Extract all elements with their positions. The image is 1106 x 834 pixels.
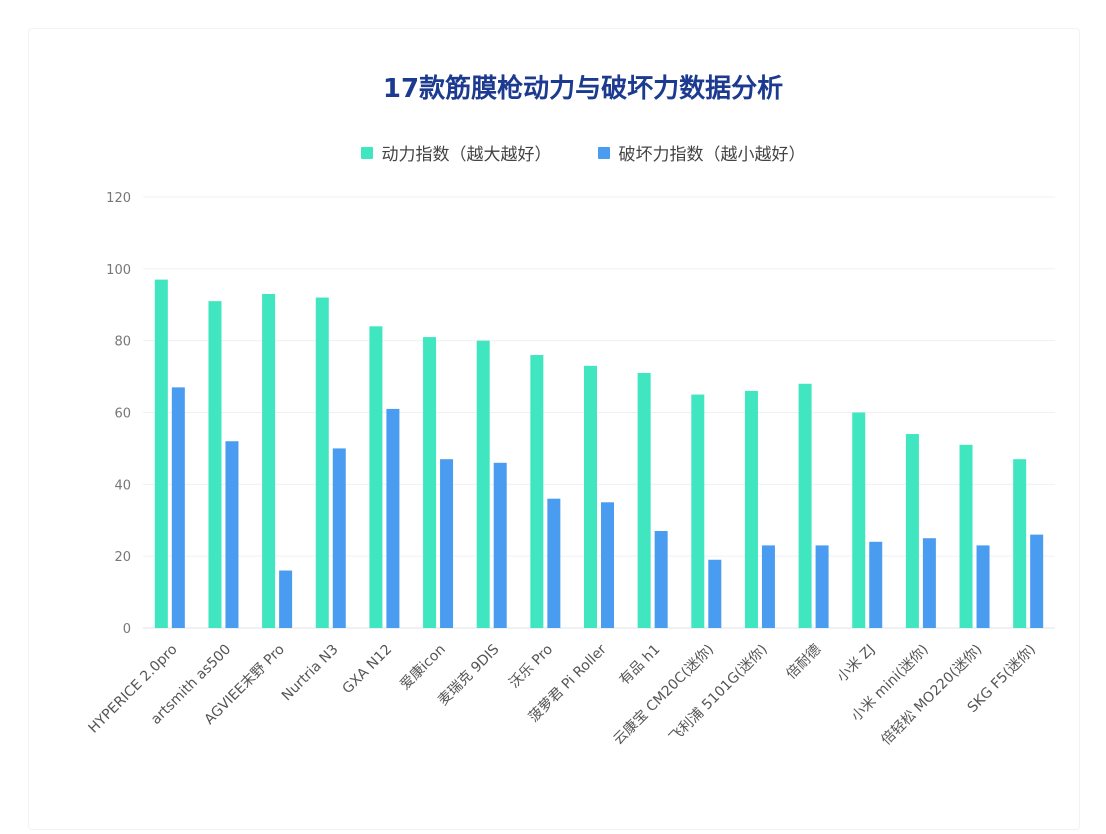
bar-power [423, 337, 437, 628]
bar-power [959, 444, 973, 628]
bar-damage [708, 559, 722, 628]
bar-damage [493, 462, 507, 628]
x-tick-label: 云康宝 CM20C(迷你) [610, 641, 717, 748]
bar-damage [332, 448, 346, 628]
legend-item-power[interactable]: 动力指数（越大越好） [360, 140, 552, 165]
x-tick-label: 爱康icon [397, 641, 449, 693]
x-tick-label: Nurtria N3 [279, 642, 342, 705]
chart-title: 17款筋膜枪动力与破坏力数据分析 [382, 74, 784, 104]
bar-damage [225, 441, 239, 628]
chart-frame [28, 28, 1080, 830]
bar-damage [601, 502, 614, 628]
y-tick-label: 60 [114, 407, 131, 422]
bar-damage [815, 545, 829, 628]
bar-power [262, 293, 276, 628]
bar-damage [654, 531, 668, 628]
bar-power [637, 372, 651, 628]
bar-damage [922, 538, 936, 628]
y-tick-label: 80 [114, 335, 131, 350]
x-tick-label: 飞利浦 5101G(迷你) [666, 642, 771, 747]
bar-power [798, 383, 812, 628]
bar-damage [761, 545, 775, 628]
bar-power [530, 355, 544, 628]
bar-power [852, 412, 866, 628]
bar-power [476, 340, 490, 628]
bar-power [369, 326, 383, 628]
bar-power [208, 301, 222, 628]
bar-damage [171, 387, 185, 628]
x-tick-label: 小米 ZJ [834, 642, 878, 686]
bar-damage [440, 459, 454, 628]
bar-damage [1030, 534, 1044, 628]
bar-power [1013, 459, 1027, 628]
legend: 动力指数（越大越好） 破坏力指数（越小越好） [0, 140, 1106, 165]
legend-label-power: 动力指数（越大越好） [381, 145, 552, 165]
x-tick-label: 有品 h1 [617, 642, 664, 689]
bar-power [154, 279, 168, 628]
x-tick-label: 倍耐德 [783, 642, 824, 683]
bar-damage [279, 570, 293, 628]
bar-damage [869, 541, 883, 628]
x-tick-label: HYPERICE 2.0pro [86, 642, 181, 737]
bar-damage [386, 408, 400, 628]
y-tick-label: 20 [114, 550, 131, 565]
bar-damage [547, 498, 561, 628]
bar-power [744, 390, 758, 628]
x-tick-label: 沃乐 Pro [506, 642, 556, 692]
legend-label-damage: 破坏力指数（越小越好） [618, 145, 806, 165]
x-tick-label: 倍轻松 MO220(迷你) [878, 642, 985, 749]
y-tick-label: 40 [114, 478, 131, 493]
legend-swatch-damage [597, 146, 610, 159]
x-tick-label: GXA N12 [340, 642, 396, 698]
legend-swatch-power [360, 146, 373, 159]
bar-power [584, 365, 597, 628]
bar-power [315, 297, 329, 628]
bar-power [691, 394, 705, 628]
bar-power [905, 434, 919, 628]
y-tick-label: 0 [123, 622, 131, 637]
y-tick-label: 120 [106, 191, 131, 206]
legend-item-damage[interactable]: 破坏力指数（越小越好） [597, 140, 806, 165]
bar-damage [976, 545, 990, 628]
y-tick-label: 100 [106, 263, 131, 278]
